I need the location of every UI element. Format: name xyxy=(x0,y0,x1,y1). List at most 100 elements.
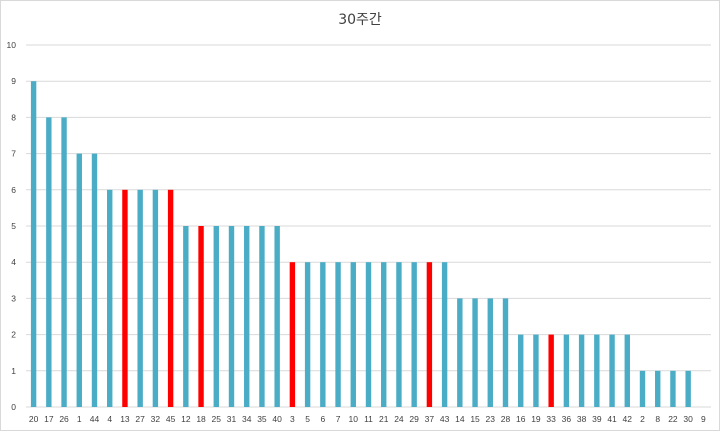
bar-8 xyxy=(655,370,661,407)
x-tick-label: 1 xyxy=(77,414,82,424)
x-tick-label: 22 xyxy=(668,414,678,424)
bar-26 xyxy=(61,117,67,408)
bar-45 xyxy=(167,189,174,407)
y-tick-label: 9 xyxy=(11,76,16,86)
bar-25 xyxy=(213,226,219,407)
x-tick-label: 4 xyxy=(107,414,112,424)
x-tick-label: 37 xyxy=(425,414,435,424)
bar-42 xyxy=(624,334,630,407)
bar-10 xyxy=(350,262,356,407)
x-tick-label: 28 xyxy=(501,414,511,424)
y-tick-label: 8 xyxy=(11,112,16,122)
bar-30 xyxy=(685,370,691,407)
x-tick-label: 44 xyxy=(90,414,100,424)
bar-5 xyxy=(304,262,311,407)
bar-13 xyxy=(122,189,128,407)
x-tick-label: 23 xyxy=(486,414,496,424)
y-axis-ticks: 0 1 2 3 4 5 6 7 8 9 10 xyxy=(7,40,17,412)
x-tick-label: 12 xyxy=(181,414,191,424)
x-tick-label: 21 xyxy=(379,414,389,424)
bar-24 xyxy=(396,262,402,407)
x-tick-label: 3 xyxy=(290,414,295,424)
y-tick-label: 7 xyxy=(11,149,16,159)
x-tick-label: 20 xyxy=(29,414,39,424)
chart-title: 30주간 xyxy=(338,12,382,28)
bar-19 xyxy=(533,334,539,407)
bar-43 xyxy=(441,262,448,407)
x-tick-label: 27 xyxy=(135,414,145,424)
bars xyxy=(30,81,691,408)
bar-23 xyxy=(487,298,493,407)
x-tick-label: 41 xyxy=(607,414,617,424)
x-tick-label: 38 xyxy=(577,414,587,424)
bar-36 xyxy=(563,334,570,407)
x-tick-label: 18 xyxy=(196,414,206,424)
x-tick-label: 30 xyxy=(683,414,693,424)
bar-27 xyxy=(137,189,143,407)
bar-34 xyxy=(244,226,250,407)
bar-20 xyxy=(30,81,37,407)
x-tick-label: 6 xyxy=(320,414,325,424)
y-tick-label: 4 xyxy=(11,257,16,267)
x-tick-label: 17 xyxy=(44,414,54,424)
x-tick-label: 5 xyxy=(305,414,310,424)
x-tick-label: 25 xyxy=(212,414,222,424)
bar-12 xyxy=(183,226,189,407)
x-tick-label: 14 xyxy=(455,414,465,424)
bar-16 xyxy=(518,334,524,407)
bar-17 xyxy=(46,117,52,408)
x-tick-label: 31 xyxy=(227,414,237,424)
y-tick-label: 6 xyxy=(11,185,16,195)
x-tick-label: 42 xyxy=(623,414,633,424)
x-tick-label: 32 xyxy=(151,414,161,424)
bar-15 xyxy=(472,298,478,407)
x-tick-label: 40 xyxy=(272,414,282,424)
bar-7 xyxy=(335,262,341,407)
y-tick-label: 0 xyxy=(11,402,16,412)
bar-4 xyxy=(107,189,113,407)
bar-33 xyxy=(548,334,554,407)
bar-6 xyxy=(320,262,326,407)
bar-18 xyxy=(198,226,204,407)
bar-1 xyxy=(76,153,82,407)
x-tick-label: 10 xyxy=(349,414,359,424)
x-tick-label: 11 xyxy=(364,414,373,424)
x-tick-label: 19 xyxy=(531,414,541,424)
x-tick-label: 26 xyxy=(59,414,69,424)
bar-38 xyxy=(578,334,585,407)
bar-21 xyxy=(381,262,387,407)
x-tick-label: 43 xyxy=(440,414,450,424)
x-tick-label: 2 xyxy=(640,414,645,424)
bar-29 xyxy=(411,262,417,407)
bar-28 xyxy=(502,298,509,407)
bar-3 xyxy=(289,262,296,407)
x-tick-label: 45 xyxy=(166,414,176,424)
bar-40 xyxy=(274,226,280,407)
bar-31 xyxy=(228,226,235,407)
bar-35 xyxy=(259,226,265,407)
bar-14 xyxy=(457,298,463,407)
y-tick-label: 10 xyxy=(7,40,17,50)
x-tick-label: 34 xyxy=(242,414,252,424)
x-tick-label: 15 xyxy=(470,414,480,424)
bar-22 xyxy=(670,370,676,407)
x-tick-label: 29 xyxy=(409,414,419,424)
bar-39 xyxy=(594,334,600,407)
bar-37 xyxy=(426,262,433,407)
y-tick-label: 5 xyxy=(11,221,16,231)
y-tick-label: 2 xyxy=(11,330,16,340)
x-axis-ticks: 20 17 26 1 44 4 13 27 32 45 12 18 25 31 34 35 40 3 5 6 7 10 11… xyxy=(29,414,706,424)
bar-44 xyxy=(91,153,98,407)
x-tick-label: 39 xyxy=(592,414,602,424)
x-tick-label: 13 xyxy=(120,414,130,424)
x-tick-label: 33 xyxy=(546,414,556,424)
x-tick-label: 9 xyxy=(701,414,706,424)
bar-2 xyxy=(639,370,646,407)
y-tick-label: 1 xyxy=(11,366,16,376)
x-tick-label: 36 xyxy=(562,414,572,424)
bar-41 xyxy=(609,334,615,407)
bar-32 xyxy=(152,189,159,407)
x-tick-label: 35 xyxy=(257,414,267,424)
y-tick-label: 3 xyxy=(11,293,16,303)
